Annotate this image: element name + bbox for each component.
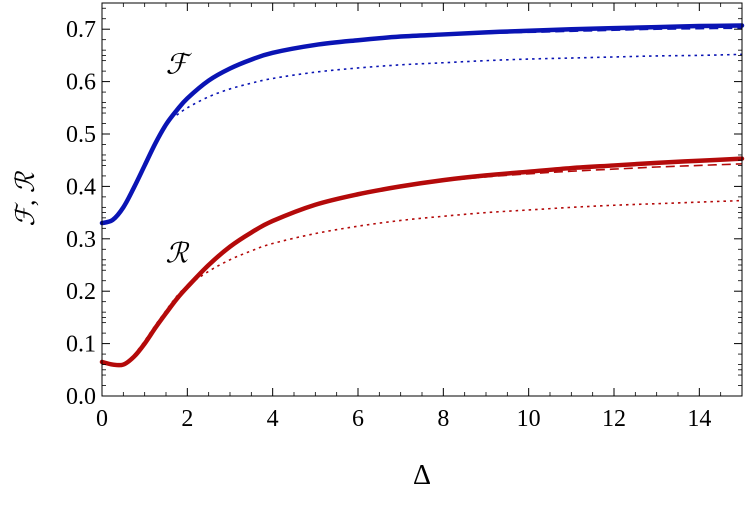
annotation-r-label: ℛ [165, 238, 189, 269]
x-tick-label: 12 [602, 406, 626, 432]
y-tick-label: 0.6 [66, 70, 96, 96]
x-tick-label: 6 [352, 406, 364, 432]
x-tick-label: 10 [517, 406, 541, 432]
series-line-r-dashed [400, 163, 743, 188]
x-tick-label: 4 [267, 406, 279, 432]
x-tick-label: 14 [687, 406, 711, 432]
series-layer [99, 23, 745, 368]
series-line-f-solid [99, 23, 745, 226]
y-axis-label: ℱ, ℛ [11, 170, 40, 226]
x-axis-label: Δ [413, 460, 431, 491]
annotation-f-label: ℱ [166, 50, 193, 81]
annotation-layer: ℱℛ [165, 50, 192, 270]
series-line-r-solid [99, 156, 745, 368]
plot-frame [101, 2, 743, 397]
y-tick-label: 0.7 [66, 17, 96, 43]
y-tick-label: 0.5 [66, 122, 96, 148]
x-tick-label: 2 [181, 406, 193, 432]
y-tick-label: 0.0 [66, 384, 96, 410]
series-line-f-dotted [176, 53, 743, 116]
x-tick-label: 8 [437, 406, 449, 432]
y-tick-label: 0.1 [66, 332, 96, 358]
series-line-r-dotted [133, 199, 743, 356]
y-tick-label: 0.2 [66, 279, 96, 305]
y-tick-label: 0.4 [66, 174, 96, 200]
y-tick-label: 0.3 [66, 227, 96, 253]
ticks-layer: 0 2 4 6 8 10 12 14 0.0 0.1 0.2 0.3 0.4 0.5 0.6 0.7 [66, 3, 742, 432]
x-tick-label: 0 [96, 406, 108, 432]
